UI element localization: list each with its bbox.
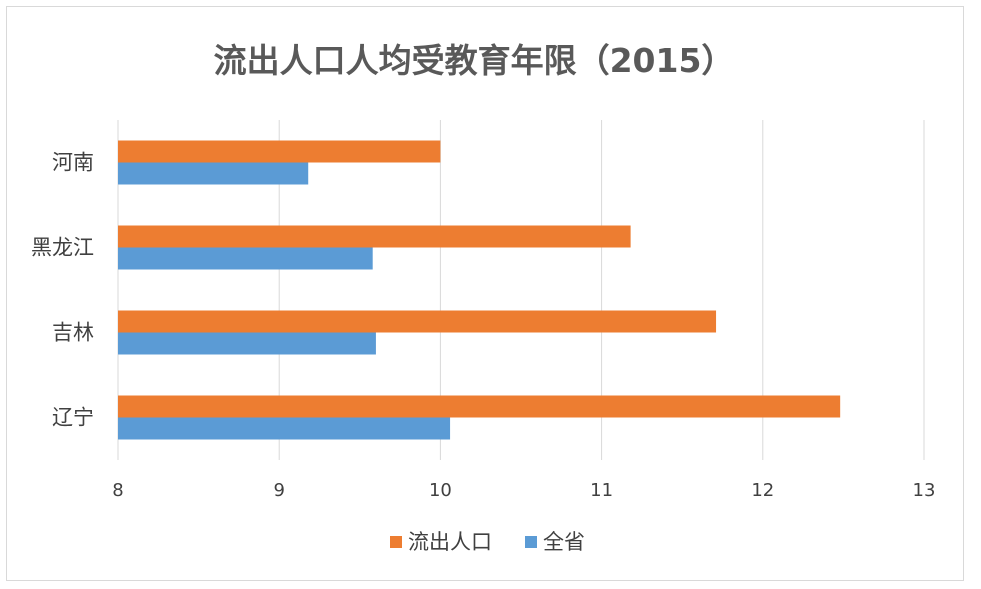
x-tick-label: 11 xyxy=(590,480,613,501)
bars xyxy=(118,140,841,440)
bar-outflow-2 xyxy=(118,310,717,333)
legend-label: 全省 xyxy=(543,530,585,554)
bar-province-1 xyxy=(118,247,373,270)
category-label: 吉林 xyxy=(52,321,94,345)
bar-outflow-3 xyxy=(118,395,841,418)
x-tick-label: 13 xyxy=(913,480,936,501)
x-tick-label: 10 xyxy=(429,480,452,501)
legend-label: 流出人口 xyxy=(408,530,492,554)
bar-province-3 xyxy=(118,417,451,440)
legend-swatch-0 xyxy=(390,536,402,548)
chart-title: 流出人口人均受教育年限（2015） xyxy=(214,41,735,80)
x-tick-label: 8 xyxy=(112,480,123,501)
bar-outflow-0 xyxy=(118,140,441,163)
bar-outflow-1 xyxy=(118,225,631,248)
chart-frame xyxy=(6,6,964,581)
x-tick-label: 9 xyxy=(273,480,284,501)
bar-province-2 xyxy=(118,332,376,355)
category-label: 黑龙江 xyxy=(31,236,94,260)
legend: 流出人口 全省 xyxy=(390,530,585,554)
category-label: 河南 xyxy=(52,151,94,175)
bar-province-0 xyxy=(118,162,309,185)
category-label: 辽宁 xyxy=(52,406,94,430)
legend-swatch-1 xyxy=(525,536,537,548)
x-tick-label: 12 xyxy=(751,480,774,501)
x-tick-labels: 8 9 10 11 12 13 xyxy=(112,480,935,501)
